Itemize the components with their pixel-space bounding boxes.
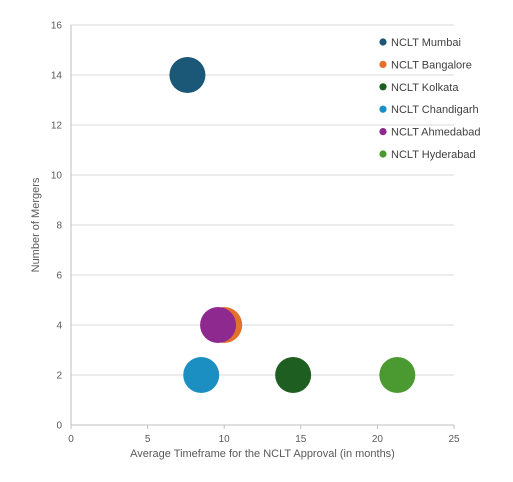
x-axis-title: Average Timeframe for the NCLT Approval … xyxy=(130,448,395,460)
legend-marker xyxy=(379,83,387,91)
legend-marker xyxy=(379,38,387,46)
y-tick-label: 10 xyxy=(51,171,63,182)
legend: NCLT Mumbai NCLT Bangalore NCLT Kolkata NCL… xyxy=(379,37,480,161)
y-tick-label: 14 xyxy=(51,71,63,82)
y-tick-label: 8 xyxy=(56,221,62,232)
data-point xyxy=(183,357,220,393)
legend-marker xyxy=(379,150,387,158)
x-tick-label: 0 xyxy=(68,434,74,445)
legend-marker xyxy=(379,105,387,113)
data-point xyxy=(200,307,237,343)
y-tick-label: 12 xyxy=(51,121,63,132)
x-tick-label: 5 xyxy=(145,434,151,445)
legend-label: NCLT Mumbai xyxy=(391,37,461,49)
data-point xyxy=(275,357,312,393)
x-tick-label: 20 xyxy=(372,434,384,445)
data-point xyxy=(169,57,206,93)
x-tick-label: 15 xyxy=(295,434,307,445)
data-points xyxy=(169,57,416,393)
legend-label: NCLT Kolkata xyxy=(391,82,459,94)
y-tick-label: 4 xyxy=(56,321,62,332)
legend-label: NCLT Hyderabad xyxy=(391,149,476,161)
legend-marker xyxy=(379,128,387,136)
legend-label: NCLT Bangalore xyxy=(391,59,472,71)
y-tick-label: 6 xyxy=(56,271,62,282)
x-axis-ticks: 0 5 10 15 20 25 xyxy=(68,425,460,445)
y-tick-label: 16 xyxy=(51,21,63,32)
y-axis-ticks: 0 2 4 6 8 10 12 14 16 xyxy=(51,21,63,432)
gridlines xyxy=(70,24,454,426)
legend-label: NCLT Ahmedabad xyxy=(391,127,480,139)
y-axis-title: Number of Mergers xyxy=(30,177,42,272)
data-point xyxy=(379,357,416,393)
legend-marker xyxy=(379,60,387,68)
x-tick-label: 25 xyxy=(448,434,460,445)
x-tick-label: 10 xyxy=(219,434,231,445)
y-tick-label: 0 xyxy=(56,421,62,432)
legend-label: NCLT Chandigarh xyxy=(391,104,479,116)
y-tick-label: 2 xyxy=(56,371,62,382)
